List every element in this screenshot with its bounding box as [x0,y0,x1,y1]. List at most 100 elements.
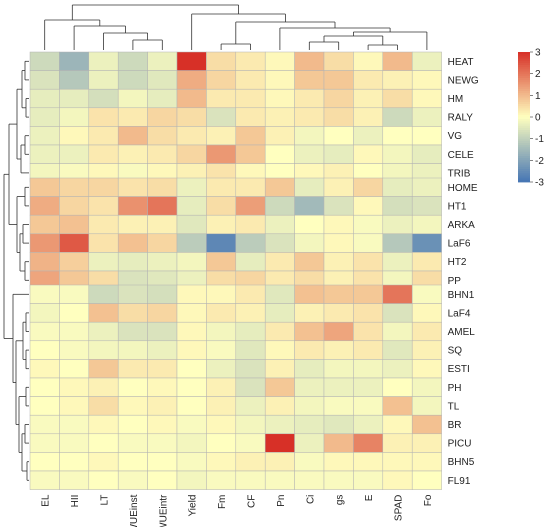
heatmap-cell [323,177,354,197]
heatmap-cell [176,88,207,109]
heatmap-cell [353,252,384,272]
heatmap-cell [235,177,266,197]
heatmap-cell [117,177,148,197]
heatmap-cell [294,196,325,216]
heatmap-cell [264,126,295,146]
heatmap-cell [294,433,325,453]
colorbar-segment [518,153,530,157]
heatmap-cell [206,470,237,490]
heatmap-cell [382,214,413,235]
heatmap-cell [382,414,413,435]
heatmap-cell [117,144,148,164]
heatmap-cell [117,340,148,360]
heatmap-cell [29,144,60,164]
heatmap-cell [353,303,384,323]
row-label: RALY [448,113,474,124]
colorbar-segment [518,136,530,140]
heatmap-cell [323,196,354,216]
heatmap-cell [88,359,119,379]
heatmap-cell [59,107,90,127]
heatmap-cell [294,214,325,235]
colorbar-segment [518,58,530,62]
colorbar-segment [518,132,530,135]
heatmap-cell [323,470,354,490]
heatmap-cell [147,252,178,272]
heatmap-cell [59,433,90,453]
heatmap-cell [235,321,266,342]
heatmap-cell [235,340,266,360]
heatmap-cell [29,452,60,472]
heatmap-cell [147,284,178,304]
colorbar-segment [518,52,530,55]
row-dendrogram [3,60,29,481]
heatmap-cell [382,196,413,216]
heatmap-cell [88,51,119,71]
heatmap-cell [59,126,90,146]
heatmap-cell [206,359,237,379]
heatmap-cell [382,51,413,71]
heatmap-cell [206,126,237,146]
heatmap-cell [206,452,237,472]
heatmap-cell [147,433,178,453]
heatmap-cell [147,377,178,397]
heatmap-cell [29,107,60,127]
row-label: LaF6 [448,239,471,250]
row-label: HOME [448,183,478,194]
colorbar-segment [518,171,530,174]
heatmap-cell [206,284,237,304]
heatmap-cell [147,107,178,127]
heatmap-cell [117,233,148,253]
heatmap-cell [264,196,295,216]
heatmap-cell [353,214,384,235]
colorbar-segment [518,60,530,64]
column-label: HII [70,495,81,508]
heatmap-cell [264,177,295,197]
heatmap-cell [264,284,295,304]
heatmap-cell [176,107,207,127]
heatmap-cell [117,452,148,472]
colorbar-segment [518,149,530,153]
heatmap-cell [353,70,384,90]
heatmap-cell [382,433,413,453]
heatmap-cell [294,470,325,490]
row-label: AMEL [448,327,476,338]
heatmap-cell [294,321,325,342]
heatmap-cell [206,340,237,360]
heatmap-cell [382,126,413,146]
row-label: FL91 [448,476,471,487]
heatmap-cell [206,252,237,272]
heatmap-cell [411,196,442,216]
heatmap-cell [411,433,442,453]
heatmap-cell [353,284,384,304]
heatmap-cell [88,196,119,216]
colorbar-segment [518,69,530,72]
heatmap-cell [294,51,325,71]
heatmap-cell [411,70,442,90]
heatmap-cell [117,88,148,109]
row-label: HT2 [448,257,467,268]
heatmap-cell [88,433,119,453]
heatmap-cell [235,107,266,127]
heatmap-cell [29,433,60,453]
heatmap-cell [88,340,119,360]
heatmap-cell [117,359,148,379]
heatmap-cell [88,321,119,342]
heatmap-cell [411,51,442,71]
heatmap-cell [323,321,354,342]
heatmap-cell [88,88,119,109]
heatmap-cell [59,214,90,235]
colorbar-segment [518,138,530,142]
heatmap-cell [353,88,384,109]
heatmap-cell [353,233,384,253]
heatmap-cell [88,233,119,253]
colorbar-segment [518,160,530,163]
heatmap-cell [206,70,237,90]
heatmap-cell [264,144,295,164]
heatmap-cell [353,177,384,197]
heatmap-cell [29,340,60,360]
colorbar-segment [518,97,530,101]
heatmap-cell [235,88,266,109]
heatmap-cell [294,377,325,397]
heatmap-cell [176,470,207,490]
heatmap-cell [29,233,60,253]
